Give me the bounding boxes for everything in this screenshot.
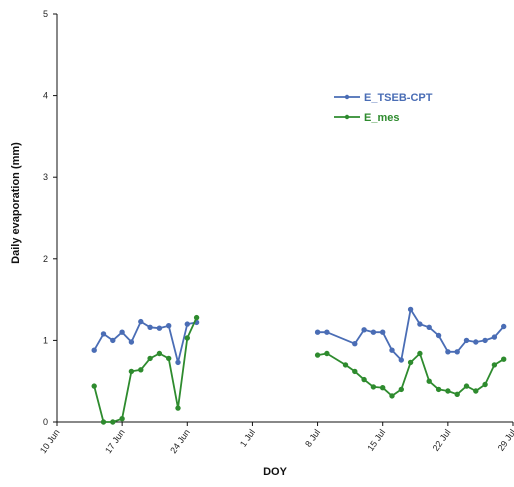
data-point [324,329,330,335]
series [91,306,507,425]
series-line [93,320,197,364]
data-point [454,349,460,355]
data-point [352,341,358,347]
data-point [473,339,479,345]
series-line [93,317,198,423]
data-point [314,352,321,358]
data-point [166,323,172,329]
data-point [463,337,470,344]
data-point [361,376,367,383]
series-1 [91,306,507,366]
x-ticks: 10 Jun 17 Jun 24 Jun 1 Jul 8 Jul 15 Jul 22 Jul… [38,422,514,455]
x-tick-label: 10 Jun [38,427,62,455]
data-point [110,337,116,344]
data-point [435,386,442,393]
data-point [147,355,153,362]
x-tick-label: 29 Jul [496,427,514,452]
series-2 [91,314,507,425]
y-axis-title: Daily evaporation (mm) [10,142,22,264]
legend-label: E_mes [364,112,399,124]
y-tick-label: 3 [43,172,48,182]
data-point [175,405,181,411]
data-point [454,391,460,397]
data-point [473,388,479,394]
data-point [417,350,423,357]
data-point [491,362,498,368]
data-point [91,383,97,389]
data-point [380,329,386,335]
data-point [380,385,386,391]
data-point [184,335,191,341]
legend-label: E_TSEB-CPT [364,92,433,104]
y-tick-label: 4 [43,91,48,101]
data-point [324,350,330,357]
data-point [100,331,107,337]
data-point [119,416,125,422]
data-point [407,359,414,366]
data-point [110,419,116,425]
data-point [193,314,200,321]
data-point [175,359,181,366]
x-tick-label: 24 Jun [168,427,192,455]
data-point [501,356,507,362]
data-point [417,321,423,327]
data-point [342,362,349,368]
data-point [435,332,442,339]
data-point [501,323,507,330]
data-point [491,334,498,340]
data-point [100,419,107,425]
data-point [426,324,432,330]
x-tick-label: 22 Jul [431,427,453,452]
data-point [426,378,432,384]
data-point [463,383,470,389]
data-point [91,347,97,353]
axes [56,14,513,423]
data-point [166,355,172,362]
data-point [398,357,404,363]
y-ticks: 0 1 2 3 4 5 [43,9,57,427]
data-point [119,329,125,335]
legend-swatch-marker [344,114,350,120]
x-tick-label: 1 Jul [238,427,257,448]
data-point [156,325,163,331]
data-point [482,337,488,344]
x-tick-label: 17 Jun [103,427,127,455]
data-point [389,347,395,353]
legend: E_TSEB-CPT E_mes [334,92,433,124]
data-point [147,324,153,330]
data-point [361,327,367,333]
data-point [445,349,451,355]
y-tick-label: 0 [43,417,48,427]
data-point [370,384,377,390]
data-point [407,306,414,313]
y-tick-label: 1 [43,335,48,345]
data-point [128,339,135,345]
data-point [398,386,404,393]
data-point [370,329,377,335]
data-point [156,350,163,357]
x-tick-label: 8 Jul [303,427,322,448]
y-tick-label: 5 [43,9,48,19]
legend-swatch-marker [344,94,350,100]
y-tick-label: 2 [43,254,48,264]
data-point [314,329,321,335]
series-line [317,308,505,361]
data-point [128,368,135,375]
data-point [352,368,358,375]
data-point [138,367,144,373]
x-axis-title: DOY [263,466,288,478]
data-point [389,393,395,399]
data-point [138,318,144,325]
x-tick-label: 15 Jul [365,427,387,452]
data-point [482,381,488,388]
data-point [184,321,191,327]
data-point [445,388,451,394]
